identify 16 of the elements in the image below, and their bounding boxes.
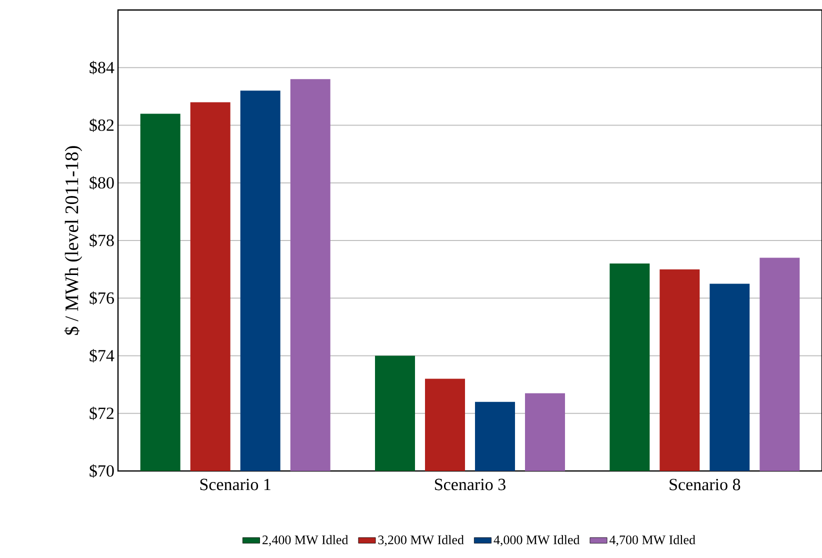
y-tick-label: $84 <box>90 60 114 74</box>
y-tick-label: $74 <box>90 348 114 363</box>
legend-label: 4,000 MW Idled <box>494 535 580 546</box>
y-tick-label: $70 <box>90 464 114 478</box>
legend-label: 3,200 MW Idled <box>378 535 464 546</box>
legend-label: 2,400 MW Idled <box>262 535 348 546</box>
y-tick-label: $78 <box>90 234 114 248</box>
y-axis-title: $ / MWh (level 2011-18) <box>64 146 82 335</box>
x-tick-label: Scenario 8 <box>670 478 740 490</box>
x-tick-label: Scenario 1 <box>200 478 270 490</box>
y-tick-label: $80 <box>90 176 114 190</box>
legend-label: 4,700 MW Idled <box>609 535 696 546</box>
x-tick-label: Scenario 3 <box>435 478 506 490</box>
y-tick-label: $82 <box>90 118 114 132</box>
y-tick-label: $72 <box>90 406 114 420</box>
y-tick-label: $76 <box>90 291 114 305</box>
